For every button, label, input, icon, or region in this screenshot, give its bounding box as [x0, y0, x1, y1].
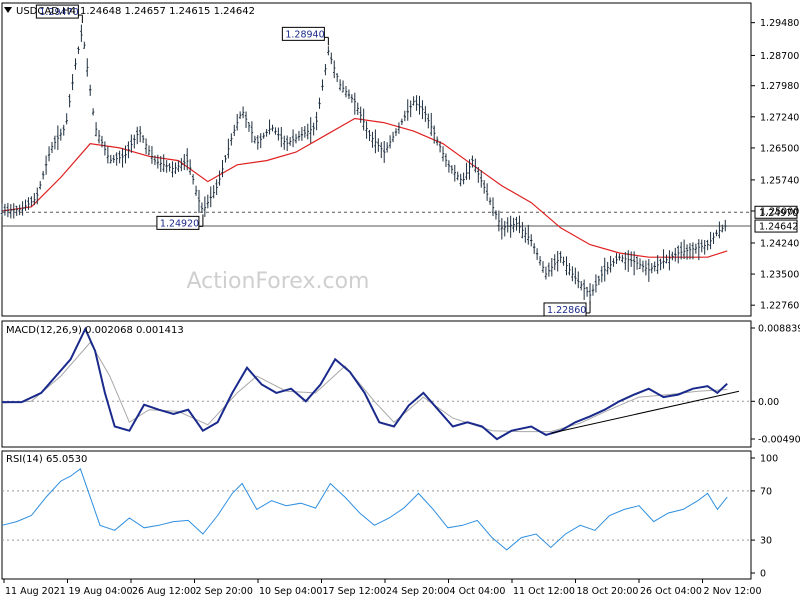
time-tick-label: 10 Sep 04:00 — [259, 586, 322, 597]
price-tick-label: 1.27980 — [760, 81, 799, 92]
annotation-label: 1.29470 — [39, 7, 78, 18]
macd-trendline — [550, 390, 740, 434]
price-panel-frame — [1, 2, 752, 317]
time-tick-label: 11 Oct 12:00 — [513, 586, 575, 597]
macd-tick-label: -0.004907 — [758, 435, 800, 446]
annotation-box — [156, 215, 200, 230]
ohlc-readout: 1.24648 1.24657 1.24615 1.24642 — [80, 6, 255, 17]
time-tick-label: 17 Sep 12:00 — [323, 586, 386, 597]
price-tick-label: 1.24240 — [760, 238, 799, 249]
annotation-label: 1.22860 — [547, 305, 586, 316]
price-bars — [0, 24, 727, 305]
price-annotations: 1.29470 1.28940 1.24920 1.22860 — [35, 4, 591, 317]
rsi-tick-label: 30 — [760, 536, 772, 547]
annotation-box — [35, 4, 79, 19]
time-tick-label: 19 Aug 04:00 — [69, 586, 133, 597]
macd-panel-frame — [1, 320, 752, 448]
annotation-label: 1.28940 — [285, 29, 324, 40]
macd-main-line — [2, 326, 728, 441]
price-tick-label: 1.25000 — [760, 207, 799, 218]
time-tick-label: 4 Oct 04:00 — [450, 586, 506, 597]
rsi-tick-label: 0 — [760, 569, 766, 580]
moving-average-line — [1, 117, 728, 258]
rsi-line — [1, 467, 751, 551]
rsi-tick-label: 100 — [760, 454, 778, 465]
symbol-triangle-icon — [4, 7, 12, 13]
price-axis: 1.29480 1.28700 1.27980 1.27240 1.26500 1.257… — [751, 18, 799, 312]
time-tick-label: 24 Sep 20:00 — [386, 586, 449, 597]
time-tick-label: 2 Sep 20:00 — [196, 586, 253, 597]
time-tick-label: 18 Oct 20:00 — [577, 586, 639, 597]
price-level-label: 1.24970 — [759, 208, 798, 219]
price-level-box — [754, 219, 798, 233]
macd-tick-label: 0.00 — [758, 397, 779, 408]
price-level-label: 1.24642 — [759, 222, 798, 233]
time-tick-label: 2 Nov 12:00 — [704, 586, 762, 597]
rsi-label: RSI(14) 65.0530 — [6, 454, 87, 465]
watermark: ActionForex.com — [187, 269, 370, 294]
time-axis: 11 Aug 2021 19 Aug 04:00 26 Aug 12:00 2 Sep… — [3, 579, 762, 597]
time-tick-label: 26 Aug 12:00 — [132, 586, 196, 597]
price-tick-label: 1.25740 — [760, 175, 799, 186]
time-tick-label: 26 Oct 04:00 — [640, 586, 702, 597]
macd-tick-label: 0.008839 — [758, 324, 800, 335]
macd-axis: 0.008839 0.00 -0.004907 — [751, 324, 800, 446]
price-tick-label: 1.26500 — [760, 143, 799, 154]
price-tick-label: 1.22760 — [760, 301, 799, 312]
price-tick-label: 1.27240 — [760, 112, 799, 123]
macd-label: MACD(12,26,9) 0.002068 0.001413 — [6, 325, 184, 336]
price-levels: 1.24970 1.24642 — [2, 205, 798, 233]
macd-signal-line — [1, 341, 728, 433]
rsi-tick-label: 70 — [760, 486, 772, 497]
symbol-label: USDCAD,H4 — [16, 6, 76, 17]
price-tick-label: 1.23500 — [760, 270, 799, 281]
time-tick-label: 11 Aug 2021 — [5, 586, 66, 597]
rsi-panel-frame — [1, 450, 752, 580]
rsi-main-line — [1, 467, 728, 551]
annotation-label: 1.24920 — [160, 218, 199, 229]
rsi-axis: 100 70 30 0 — [751, 454, 778, 580]
price-tick-label: 1.28700 — [760, 51, 799, 62]
price-level-box — [754, 205, 798, 219]
annotation-box — [543, 302, 587, 317]
price-tick-label: 1.29480 — [760, 18, 799, 29]
ma-line — [1, 117, 728, 258]
macd-lines — [1, 326, 751, 441]
annotation-box — [281, 26, 325, 41]
